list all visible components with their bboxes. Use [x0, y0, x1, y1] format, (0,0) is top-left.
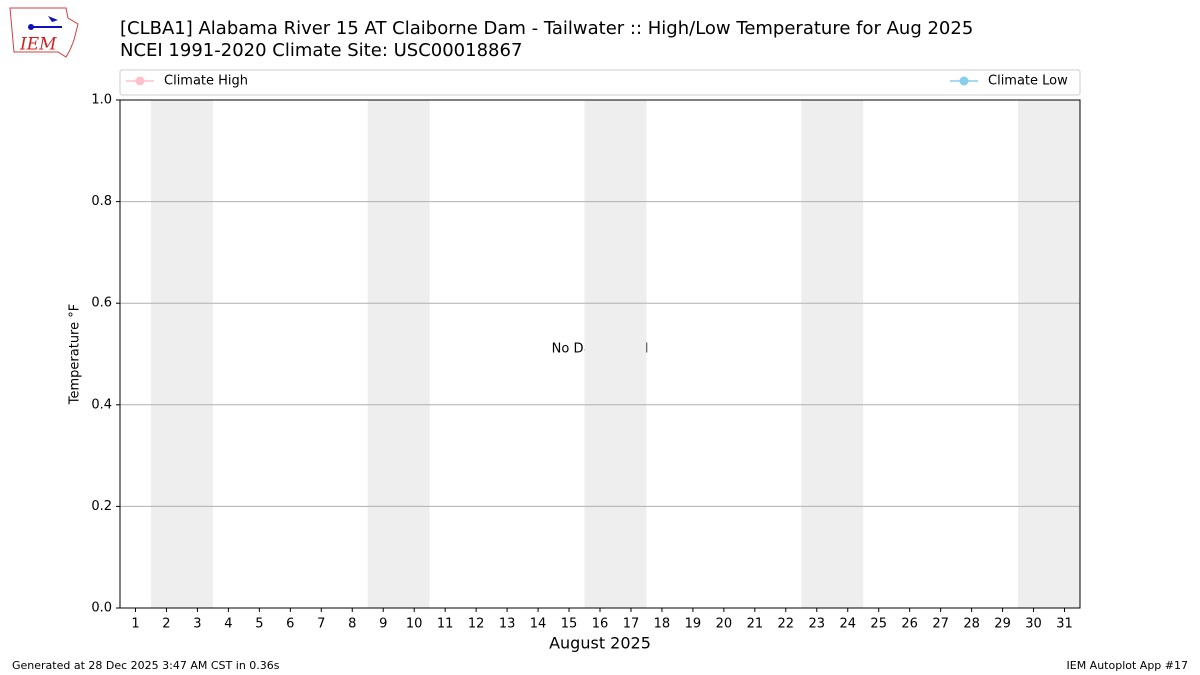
weekend-span	[150, 100, 213, 608]
chart-subtitle: NCEI 1991-2020 Climate Site: USC00018867	[120, 40, 522, 61]
x-tick-label: 27	[932, 617, 949, 632]
x-tick-label: 1	[131, 617, 139, 632]
x-tick-label: 25	[870, 617, 887, 632]
legend-marker	[135, 76, 145, 86]
x-tick-label: 3	[193, 617, 201, 632]
y-tick-label: 1.0	[91, 93, 112, 108]
legend-label: Climate High	[164, 74, 248, 89]
footer-left: Generated at 28 Dec 2025 3:47 AM CST in …	[12, 659, 280, 672]
x-tick-label: 19	[685, 617, 702, 632]
weekend-span	[1018, 100, 1080, 608]
x-tick-label: 11	[437, 617, 454, 632]
x-tick-label: 12	[468, 617, 485, 632]
x-tick-label: 8	[348, 617, 356, 632]
x-tick-label: 10	[406, 617, 423, 632]
y-tick-label: 0.6	[91, 296, 112, 311]
x-tick-label: 22	[778, 617, 795, 632]
footer-right: IEM Autoplot App #17	[1067, 659, 1189, 672]
x-tick-label: 23	[809, 617, 826, 632]
x-tick-label: 21	[747, 617, 764, 632]
legend-label: Climate Low	[988, 74, 1068, 89]
x-tick-label: 26	[901, 617, 918, 632]
x-tick-label: 28	[963, 617, 980, 632]
x-tick-label: 15	[561, 617, 578, 632]
x-tick-label: 30	[1025, 617, 1042, 632]
x-tick-label: 2	[162, 617, 170, 632]
x-tick-label: 4	[224, 617, 232, 632]
x-tick-label: 29	[994, 617, 1011, 632]
y-axis-label: Temperature °F	[68, 304, 83, 405]
x-tick-label: 6	[286, 617, 294, 632]
x-tick-label: 5	[255, 617, 263, 632]
weekend-span	[367, 100, 430, 608]
legend-box	[119, 69, 1081, 96]
y-tick-label: 0.2	[91, 499, 112, 514]
x-tick-label: 14	[530, 617, 547, 632]
x-tick-label: 24	[839, 617, 856, 632]
x-axis-label: August 2025	[549, 634, 651, 653]
x-tick-label: 13	[499, 617, 516, 632]
x-tick-label: 20	[716, 617, 733, 632]
x-tick-label: 17	[623, 617, 640, 632]
x-tick-label: 18	[654, 617, 671, 632]
x-tick-label: 16	[592, 617, 609, 632]
x-tick-label: 9	[379, 617, 387, 632]
weekend-span	[801, 100, 864, 608]
x-tick-label: 7	[317, 617, 325, 632]
legend-marker	[959, 76, 969, 86]
y-tick-label: 0.4	[91, 397, 112, 412]
plot-frame	[119, 99, 1081, 609]
y-tick-label: 0.0	[91, 601, 112, 616]
logo: IEM	[9, 7, 79, 58]
x-tick-label: 31	[1056, 617, 1073, 632]
chart-title: [CLBA1] Alabama River 15 AT Claiborne Da…	[120, 18, 973, 39]
weekend-span	[584, 100, 647, 608]
logo-text: IEM	[19, 35, 57, 55]
y-tick-label: 0.8	[91, 194, 112, 209]
